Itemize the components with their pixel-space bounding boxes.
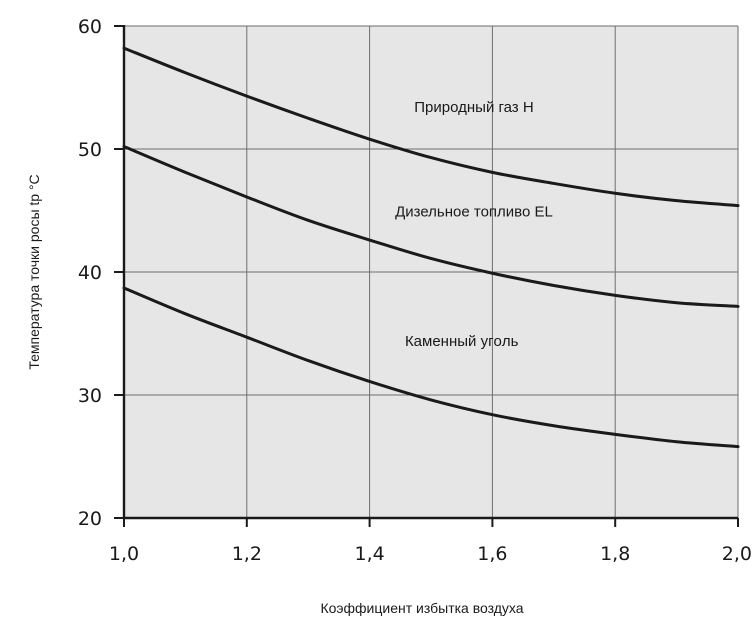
y-tick-label: 20 (78, 508, 102, 530)
y-axis-label: Температура точки росы tp °C (26, 174, 42, 369)
series-label-diesel: Дизельное топливо EL (395, 204, 553, 221)
series-coal-line (122, 286, 740, 449)
y-tick-label: 50 (78, 139, 102, 161)
x-tick-labels: 1,0 1,2 1,4 1,6 1,8 2,0 (109, 543, 752, 565)
series-natural-gas-line (122, 46, 740, 208)
series-label-natural-gas: Природный газ H (414, 99, 533, 116)
x-tick-label: 1,4 (354, 543, 384, 565)
y-tick-labels: 20 30 40 50 60 (78, 16, 102, 530)
series-labels: Природный газ H Дизельное топливо EL Камен… (395, 99, 553, 350)
x-tick-label: 2,0 (722, 543, 752, 565)
x-tick-label: 1,0 (109, 543, 139, 565)
series-group (122, 46, 740, 449)
x-tick-label: 1,2 (232, 543, 262, 565)
y-tick-label: 60 (78, 16, 102, 38)
y-tick-label: 30 (78, 385, 102, 407)
y-tick-label: 40 (78, 262, 102, 284)
x-tick-label: 1,8 (600, 543, 630, 565)
series-diesel-line (122, 145, 740, 308)
axes (114, 25, 739, 527)
series-label-coal: Каменный угoль (405, 333, 519, 350)
x-axis-label: Коэффициент избытка воздуха (320, 600, 523, 616)
x-tick-label: 1,6 (477, 543, 507, 565)
